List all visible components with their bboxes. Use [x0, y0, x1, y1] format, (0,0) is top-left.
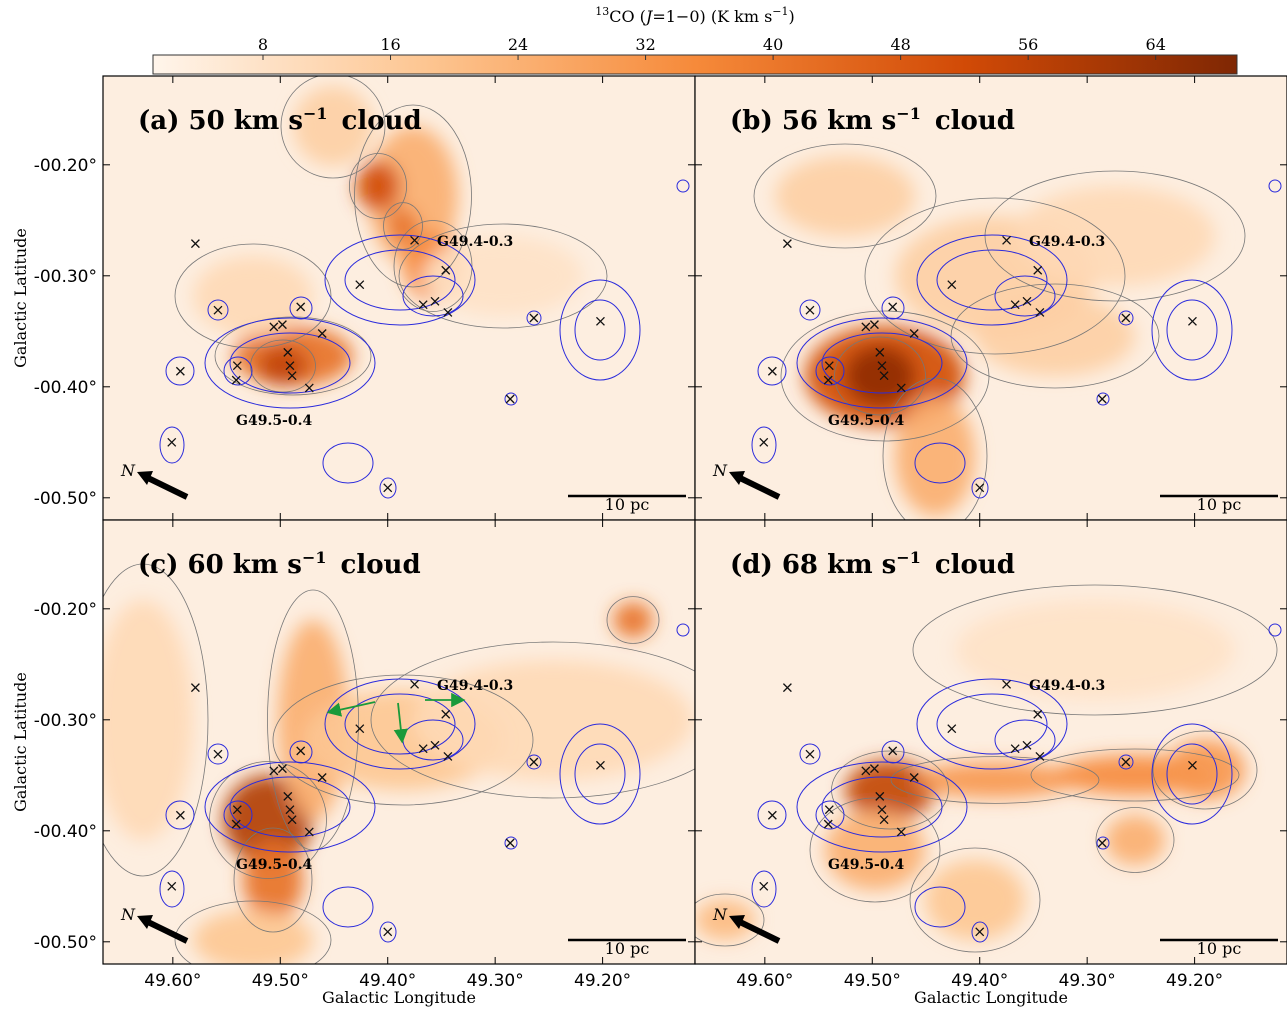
x-tick-label: 49.50° — [844, 971, 901, 991]
title-text: cloud — [935, 106, 1015, 136]
colorbar-tick-label: 48 — [890, 35, 910, 54]
scale-bar-label: 10 pc — [605, 495, 650, 514]
emission-blob — [193, 256, 313, 336]
emission-blob — [915, 762, 1075, 798]
emission-blob — [258, 346, 308, 386]
x-tick-label: 49.20° — [574, 971, 631, 991]
title-text: cloud — [935, 550, 1015, 580]
region-label: G49.5-0.4 — [236, 857, 312, 873]
colorbar-label-part: 13 — [595, 5, 609, 18]
y-tick-label: -00.50° — [34, 489, 97, 509]
title-sup: −1 — [896, 104, 921, 123]
north-label: N — [712, 461, 728, 480]
colorbar-tick-label: 40 — [763, 35, 783, 54]
region-label: G49.4-0.3 — [437, 678, 513, 694]
colorbar-tick-label: 24 — [508, 35, 528, 54]
emission-blob — [845, 346, 915, 406]
panel-title: (b) 56 km s−1 cloud — [730, 104, 1015, 136]
panel-title: (d) 68 km s−1 cloud — [730, 548, 1015, 580]
x-tick-label: 49.40° — [359, 971, 416, 991]
region-label: G49.4-0.3 — [437, 234, 513, 250]
region-label: G49.5-0.4 — [828, 857, 904, 873]
emission-blob — [1105, 815, 1165, 865]
panel-title: (c) 60 km s−1 cloud — [138, 548, 421, 580]
colorbar-label-part: CO ( — [609, 7, 646, 26]
title-text: cloud — [340, 550, 420, 580]
figure: 13CO (J=1−0) (K km s−1) Galactic Latitud… — [0, 0, 1287, 1008]
title-sup: −1 — [896, 548, 921, 567]
x-tick-label: 49.30° — [467, 971, 524, 991]
title-text: (d) 68 km s — [730, 550, 896, 580]
colorbar-tick-label: 8 — [258, 35, 268, 54]
y-tick-label: -00.30° — [34, 267, 97, 287]
panel — [103, 74, 695, 520]
panel — [686, 520, 1287, 964]
x-tick-label: 49.20° — [1166, 971, 1223, 991]
colorbar-tick-label: 32 — [635, 35, 655, 54]
north-label: N — [120, 905, 136, 924]
y-tick-label: -00.50° — [34, 933, 97, 953]
y-axis-label: Galactic Latitude — [11, 228, 30, 368]
y-axis-label: Galactic Latitude — [11, 672, 30, 812]
north-label: N — [712, 905, 728, 924]
title-text: cloud — [342, 106, 422, 136]
title-text: (c) 60 km s — [138, 550, 302, 580]
north-label: N — [120, 461, 136, 480]
panel-title: (a) 50 km s−1 cloud — [138, 104, 422, 136]
emission-blob — [925, 860, 1025, 940]
scale-bar-label: 10 pc — [605, 939, 650, 958]
colorbar-label-part: =1−0) (K km s — [652, 7, 772, 26]
x-tick-label: 49.60° — [736, 971, 793, 991]
region-label: G49.5-0.4 — [828, 413, 904, 429]
emission-blob — [613, 602, 653, 638]
x-tick-label: 49.30° — [1059, 971, 1116, 991]
x-tick-label: 49.50° — [252, 971, 309, 991]
scale-bar-label: 10 pc — [1197, 495, 1242, 514]
title-sup: −1 — [303, 104, 328, 123]
colorbar-tick-label: 16 — [380, 35, 400, 54]
emission-blob — [775, 156, 915, 236]
title-text: (b) 56 km s — [730, 106, 896, 136]
emission-blob — [845, 760, 935, 820]
x-tick-label: 49.40° — [951, 971, 1008, 991]
panel — [78, 520, 735, 979]
x-tick-label: 49.60° — [144, 971, 201, 991]
y-tick-label: -00.20° — [34, 156, 97, 176]
colorbar-label: 13CO (J=1−0) (K km s−1) — [595, 5, 795, 26]
y-tick-label: -00.40° — [34, 822, 97, 842]
title-text: (a) 50 km s — [138, 106, 303, 136]
region-label: G49.4-0.3 — [1029, 678, 1105, 694]
y-tick-label: -00.20° — [34, 600, 97, 620]
y-tick-label: -00.40° — [34, 378, 97, 398]
emission-blob — [1165, 740, 1245, 800]
scale-bar-label: 10 pc — [1197, 939, 1242, 958]
y-tick-label: -00.30° — [34, 711, 97, 731]
panel — [695, 76, 1287, 534]
region-label: G49.5-0.4 — [236, 413, 312, 429]
colorbar — [153, 55, 1237, 74]
emission-blob — [193, 910, 313, 970]
colorbar-label-part: ) — [789, 7, 795, 26]
colorbar-tick-label: 64 — [1146, 35, 1166, 54]
emission-blob — [975, 296, 1135, 376]
title-sup: −1 — [302, 548, 327, 567]
region-label: G49.4-0.3 — [1029, 234, 1105, 250]
colorbar-tick-label: 56 — [1018, 35, 1038, 54]
colorbar-label-part: −1 — [772, 5, 788, 18]
